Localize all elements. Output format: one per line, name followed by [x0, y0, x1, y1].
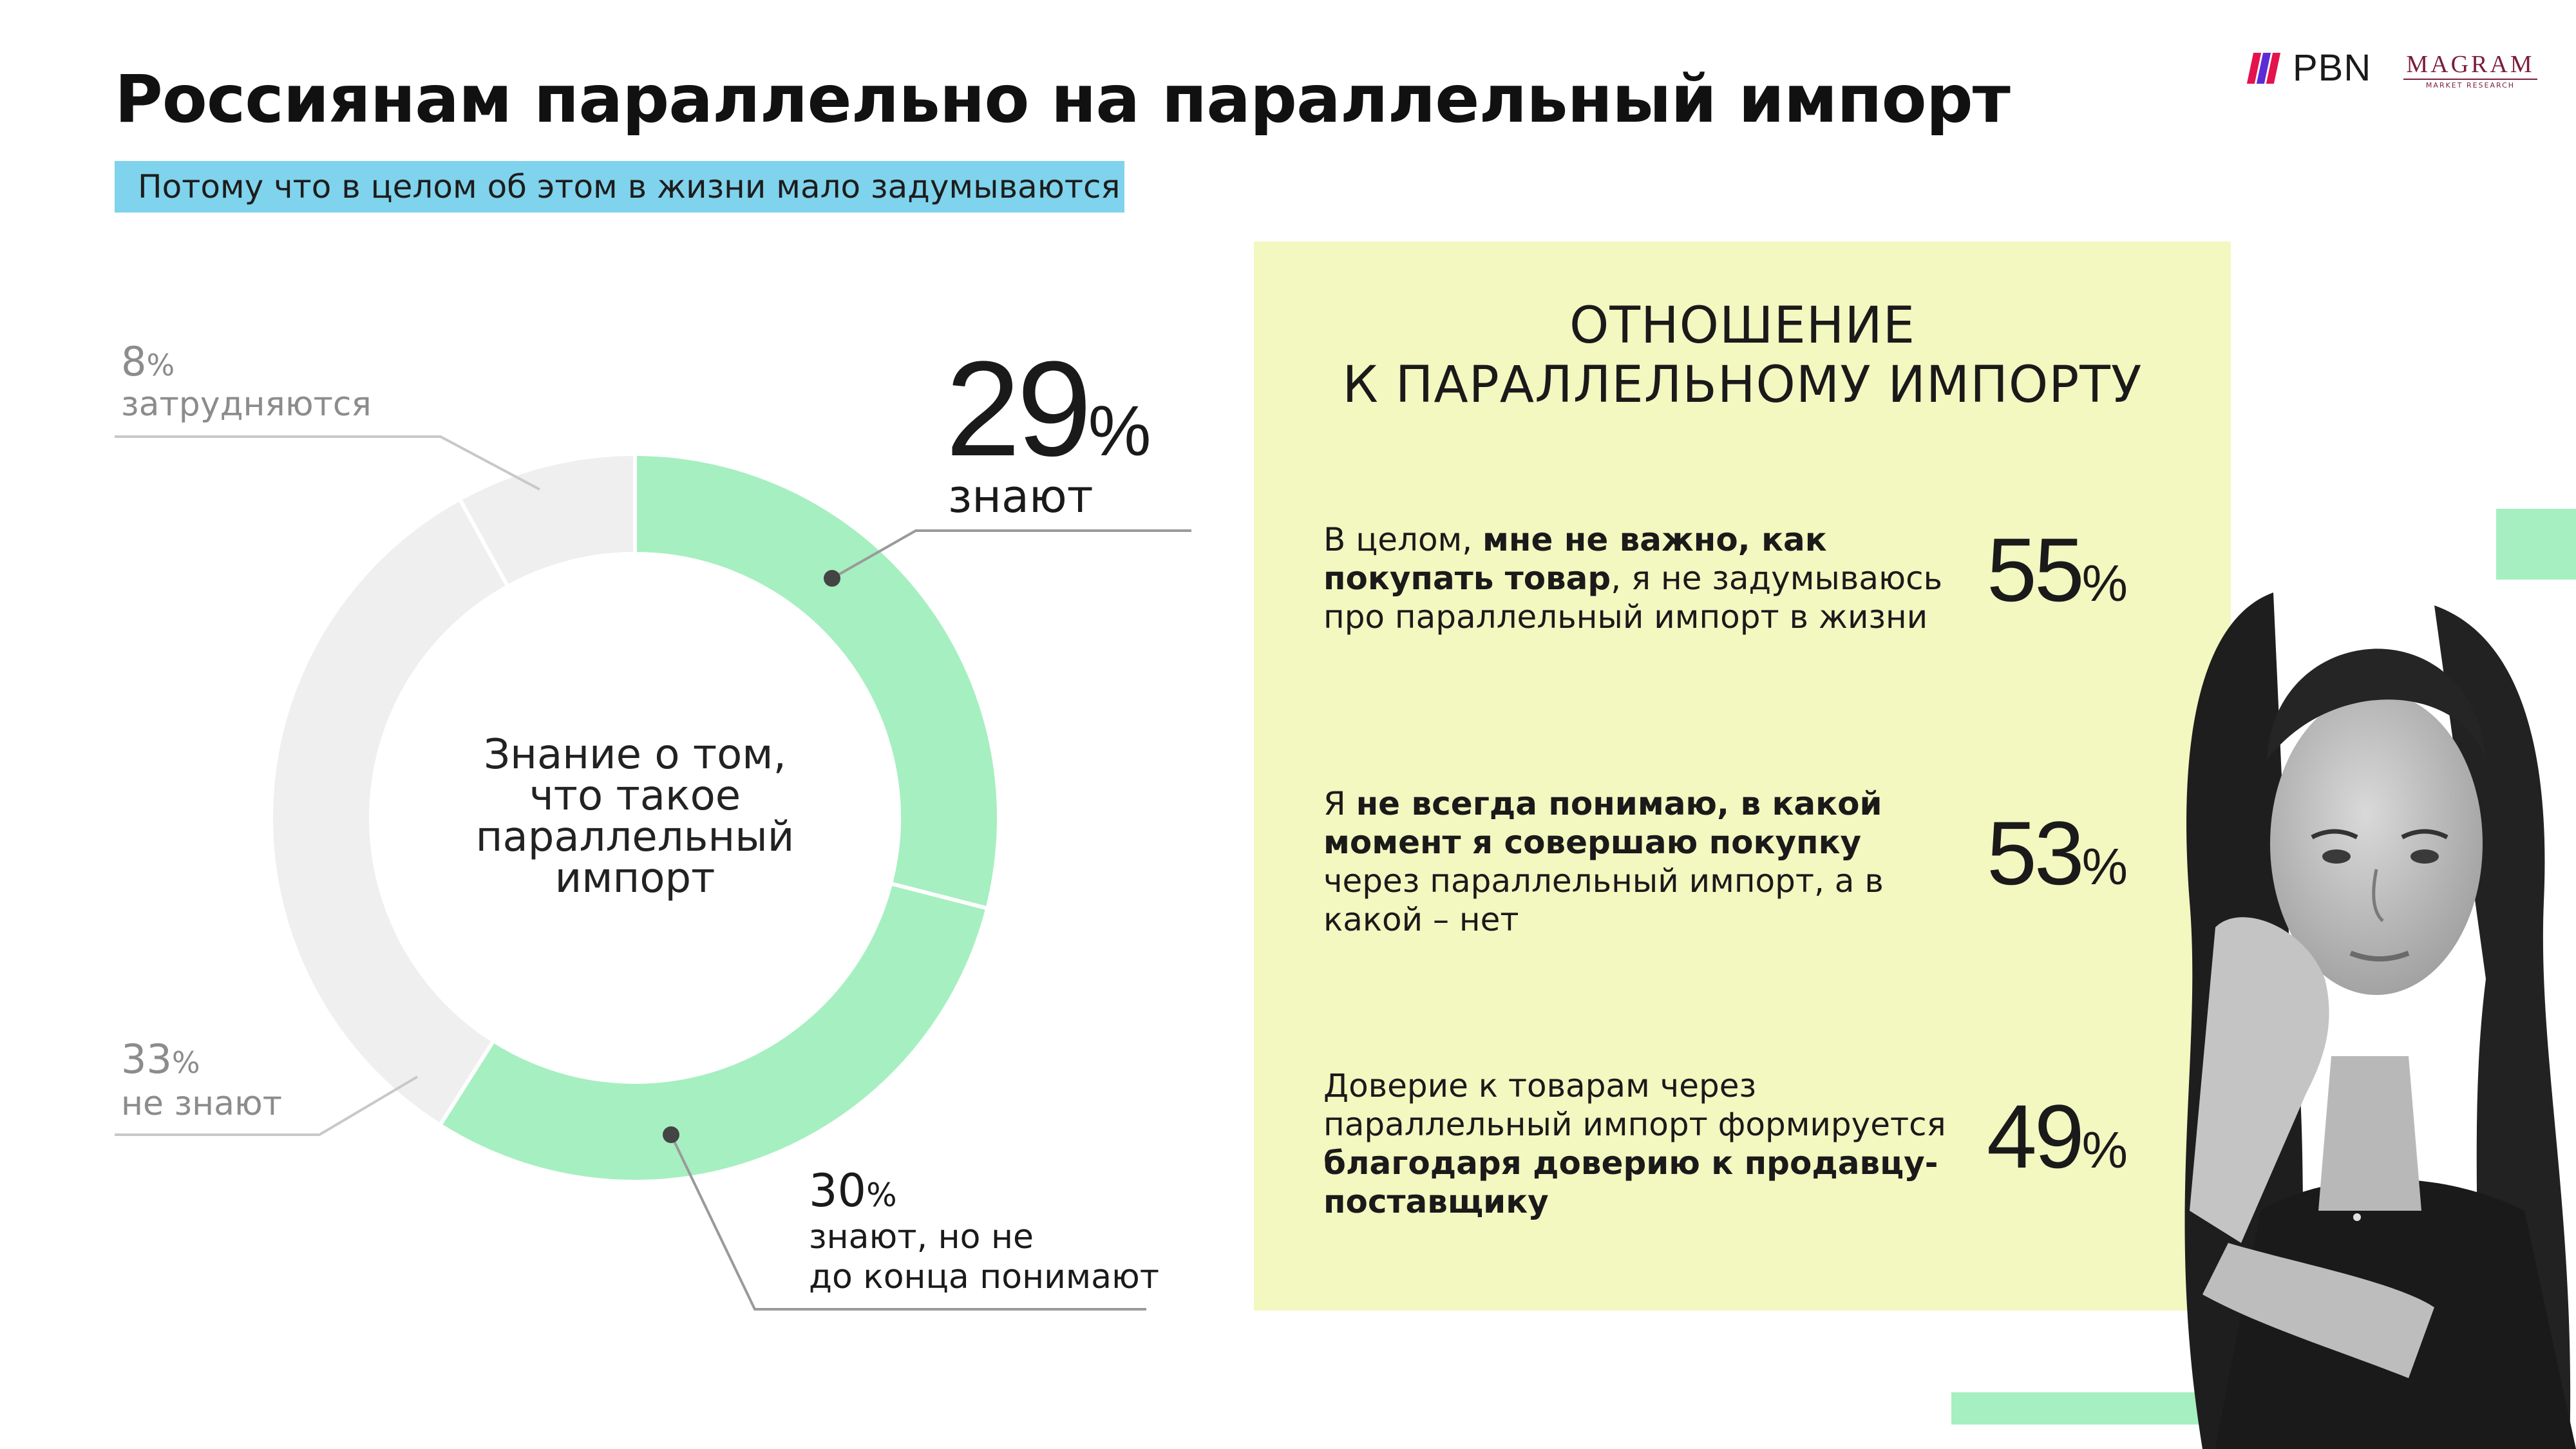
unsure-label: затрудняются	[121, 385, 372, 424]
donut-slice-1	[633, 451, 1001, 911]
dontknow-label: не знают	[121, 1084, 283, 1123]
statement-3-value: 49%	[1987, 1086, 2128, 1187]
magram-logo: MAGRAM MARKET RESEARCH	[2403, 52, 2537, 90]
decorative-green-square	[2496, 509, 2576, 580]
statement-2-text: Я не всегда понимаю, в какой момент я со…	[1323, 785, 1884, 938]
leader-line-dontknow	[115, 1075, 419, 1136]
donut-center-line: Знание о том,	[484, 731, 786, 779]
donut-slice-2	[437, 881, 990, 1184]
statement-2-value: 53%	[1987, 802, 2128, 904]
leader-line-unsure	[115, 435, 540, 491]
leader-line-know	[831, 529, 1191, 580]
donut-center-label: Знание о том, что такое параллельный имп…	[442, 734, 828, 899]
panel-title: ОТНОШЕНИЕ К ПАРАЛЛЕЛЬНОМУ ИМПОРТУ	[1342, 297, 2143, 414]
donut-center-line: что такое	[529, 772, 741, 820]
statement-1-value: 55%	[1987, 519, 2128, 620]
partial-value: 30%	[809, 1164, 897, 1217]
leader-line-partial	[670, 1134, 1146, 1311]
magram-logo-text: MAGRAM	[2406, 51, 2535, 78]
dontknow-value: 33%	[121, 1036, 200, 1083]
statement-1-text: В целом, мне не важно, как покупать това…	[1323, 521, 1943, 636]
leader-dot-know	[824, 570, 840, 587]
pbn-logo-text: PBN	[2293, 47, 2372, 89]
partial-label: знают, но не до конца понимают	[809, 1218, 1160, 1296]
know-label: знают	[948, 470, 1094, 523]
subtitle-banner: Потому что в целом об этом в жизни мало …	[115, 161, 1124, 213]
statement-3-text: Доверие к товарам через параллельный имп…	[1323, 1067, 1946, 1220]
leader-dot-partial	[663, 1126, 679, 1143]
page-title: Россиянам параллельно на параллельный им…	[115, 61, 2011, 138]
know-value: 29%	[945, 333, 1151, 484]
unsure-value: 8%	[121, 338, 175, 385]
attitude-panel	[1254, 242, 2231, 1311]
donut-slice-3	[269, 496, 511, 1128]
donut-center-line: импорт	[554, 855, 715, 902]
woman-photo	[2184, 592, 2576, 1449]
donut-center-line: параллельный	[475, 813, 795, 861]
pbn-logo: PBN	[2246, 46, 2372, 90]
magram-logo-subtext: MARKET RESEARCH	[2403, 79, 2537, 90]
